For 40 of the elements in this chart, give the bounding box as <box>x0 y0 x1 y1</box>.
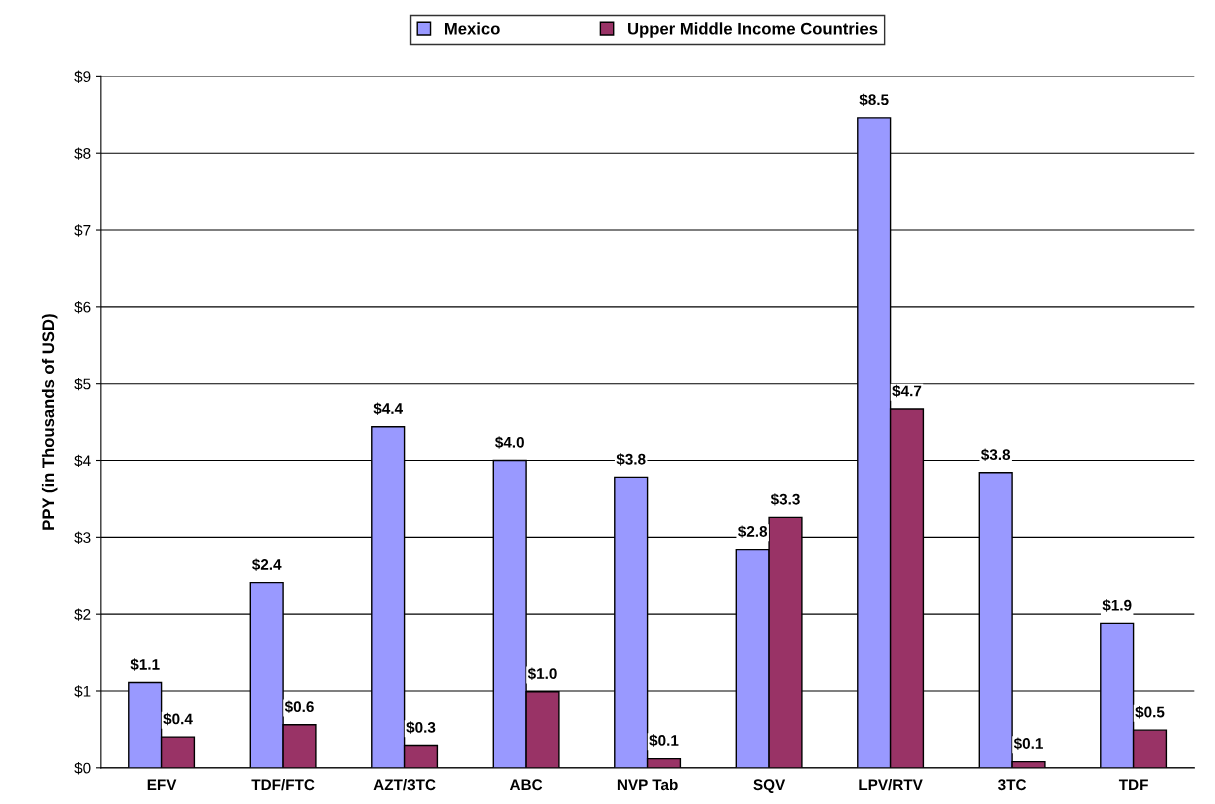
x-tick-label: NVP Tab <box>617 778 678 791</box>
data-label: $1.9 <box>1102 599 1132 612</box>
y-tick-label: $3 <box>74 531 91 544</box>
legend-label: Mexico <box>444 22 500 35</box>
data-label: $1.1 <box>130 658 160 671</box>
legend-label: Upper Middle Income Countries <box>628 22 878 38</box>
y-tick-label: $9 <box>74 70 91 83</box>
data-label: $0.4 <box>163 712 193 726</box>
x-tick-label: ABC <box>509 779 543 791</box>
data-label: $4.0 <box>495 436 524 449</box>
data-label: $4.4 <box>373 402 403 415</box>
x-tick-label: TDF/FTC <box>251 778 315 791</box>
data-label: $0.6 <box>284 700 314 714</box>
y-tick-label: $2 <box>74 608 91 621</box>
y-tick-label: $1 <box>74 685 91 698</box>
data-label: $4.7 <box>892 384 922 398</box>
x-tick-label: TDF <box>1118 779 1148 790</box>
y-tick-label: $6 <box>74 301 91 314</box>
data-label: $0.3 <box>406 721 436 734</box>
data-label: $3.8 <box>616 453 646 466</box>
data-label: $2.4 <box>252 558 282 571</box>
y-tick-label: $8 <box>74 147 91 160</box>
data-label: $3.8 <box>981 448 1011 462</box>
data-label: $0.1 <box>1013 737 1043 750</box>
y-tick-label: $4 <box>74 454 91 468</box>
y-tick-label: $0 <box>74 762 91 775</box>
data-label: $0.5 <box>1135 705 1165 719</box>
x-tick-label: SQV <box>753 779 786 794</box>
y-tick-label: $5 <box>74 377 91 391</box>
x-tick-label: EFV <box>147 779 177 790</box>
x-tick-label: AZT/3TC <box>373 778 436 791</box>
y-tick-label: $7 <box>74 224 91 237</box>
data-label: $8.5 <box>859 93 889 107</box>
x-tick-label: LPV/RTV <box>859 778 923 791</box>
data-label: $3.3 <box>770 493 800 506</box>
data-label: $1.0 <box>527 667 557 680</box>
y-axis-title: PPY (in Thousands of USD) <box>41 314 58 530</box>
data-label: $2.8 <box>738 525 768 538</box>
data-label: $0.1 <box>649 734 679 747</box>
x-tick-label: 3TC <box>998 779 1027 791</box>
